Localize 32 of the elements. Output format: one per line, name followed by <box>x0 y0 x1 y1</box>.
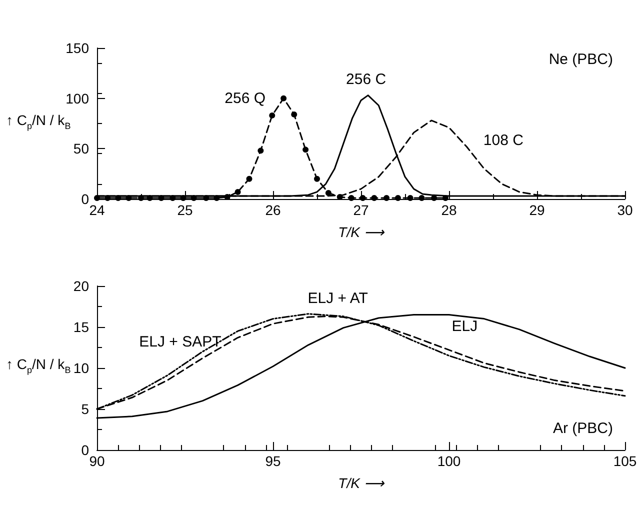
y-tick-label: 0 <box>81 191 90 207</box>
series-label: ELJ <box>452 318 478 336</box>
series-label: ELJ + SAPT <box>139 333 222 350</box>
x-tick-label: 27 <box>353 202 369 218</box>
y-tick-label: 10 <box>73 360 90 376</box>
x-tick-label: 105 <box>613 453 637 469</box>
y-tick-label: 150 <box>66 40 90 56</box>
x-tick-label: 25 <box>177 202 193 218</box>
annotation: Ar (PBC) <box>553 420 614 437</box>
x-axis-title: T/K ⟶ <box>338 224 385 240</box>
x-axis-title: T/K ⟶ <box>338 475 385 491</box>
y-tick-label: 100 <box>66 90 90 106</box>
x-tick-label: 28 <box>441 202 457 218</box>
y-axis-title: ↑ C$_{p}$/N / k$_{B}$ <box>6 112 71 130</box>
y-tick-label: 20 <box>73 278 90 294</box>
y-tick-label: 5 <box>81 401 90 417</box>
annotation: Ne (PBC) <box>548 51 614 68</box>
series-label: ELJ + AT <box>308 290 368 307</box>
x-tick-label: 29 <box>529 202 545 218</box>
y-tick-label: 15 <box>73 319 90 335</box>
x-tick-label: 26 <box>265 202 281 218</box>
x-tick-label: 90 <box>89 453 105 469</box>
series-label: 108 C <box>483 132 524 149</box>
y-tick-label: 50 <box>73 140 90 157</box>
x-tick-label: 100 <box>437 453 461 469</box>
series-label: 256 C <box>346 70 386 88</box>
x-tick-label: 24 <box>89 202 105 218</box>
y-axis-title: ↑ C$_{p}$/N / k$_{B}$ <box>6 356 71 375</box>
x-tick-label: 30 <box>617 202 633 218</box>
y-tick-label: 0 <box>81 442 90 458</box>
series-label: 256 Q <box>224 90 266 107</box>
x-tick-label: 95 <box>265 453 281 469</box>
